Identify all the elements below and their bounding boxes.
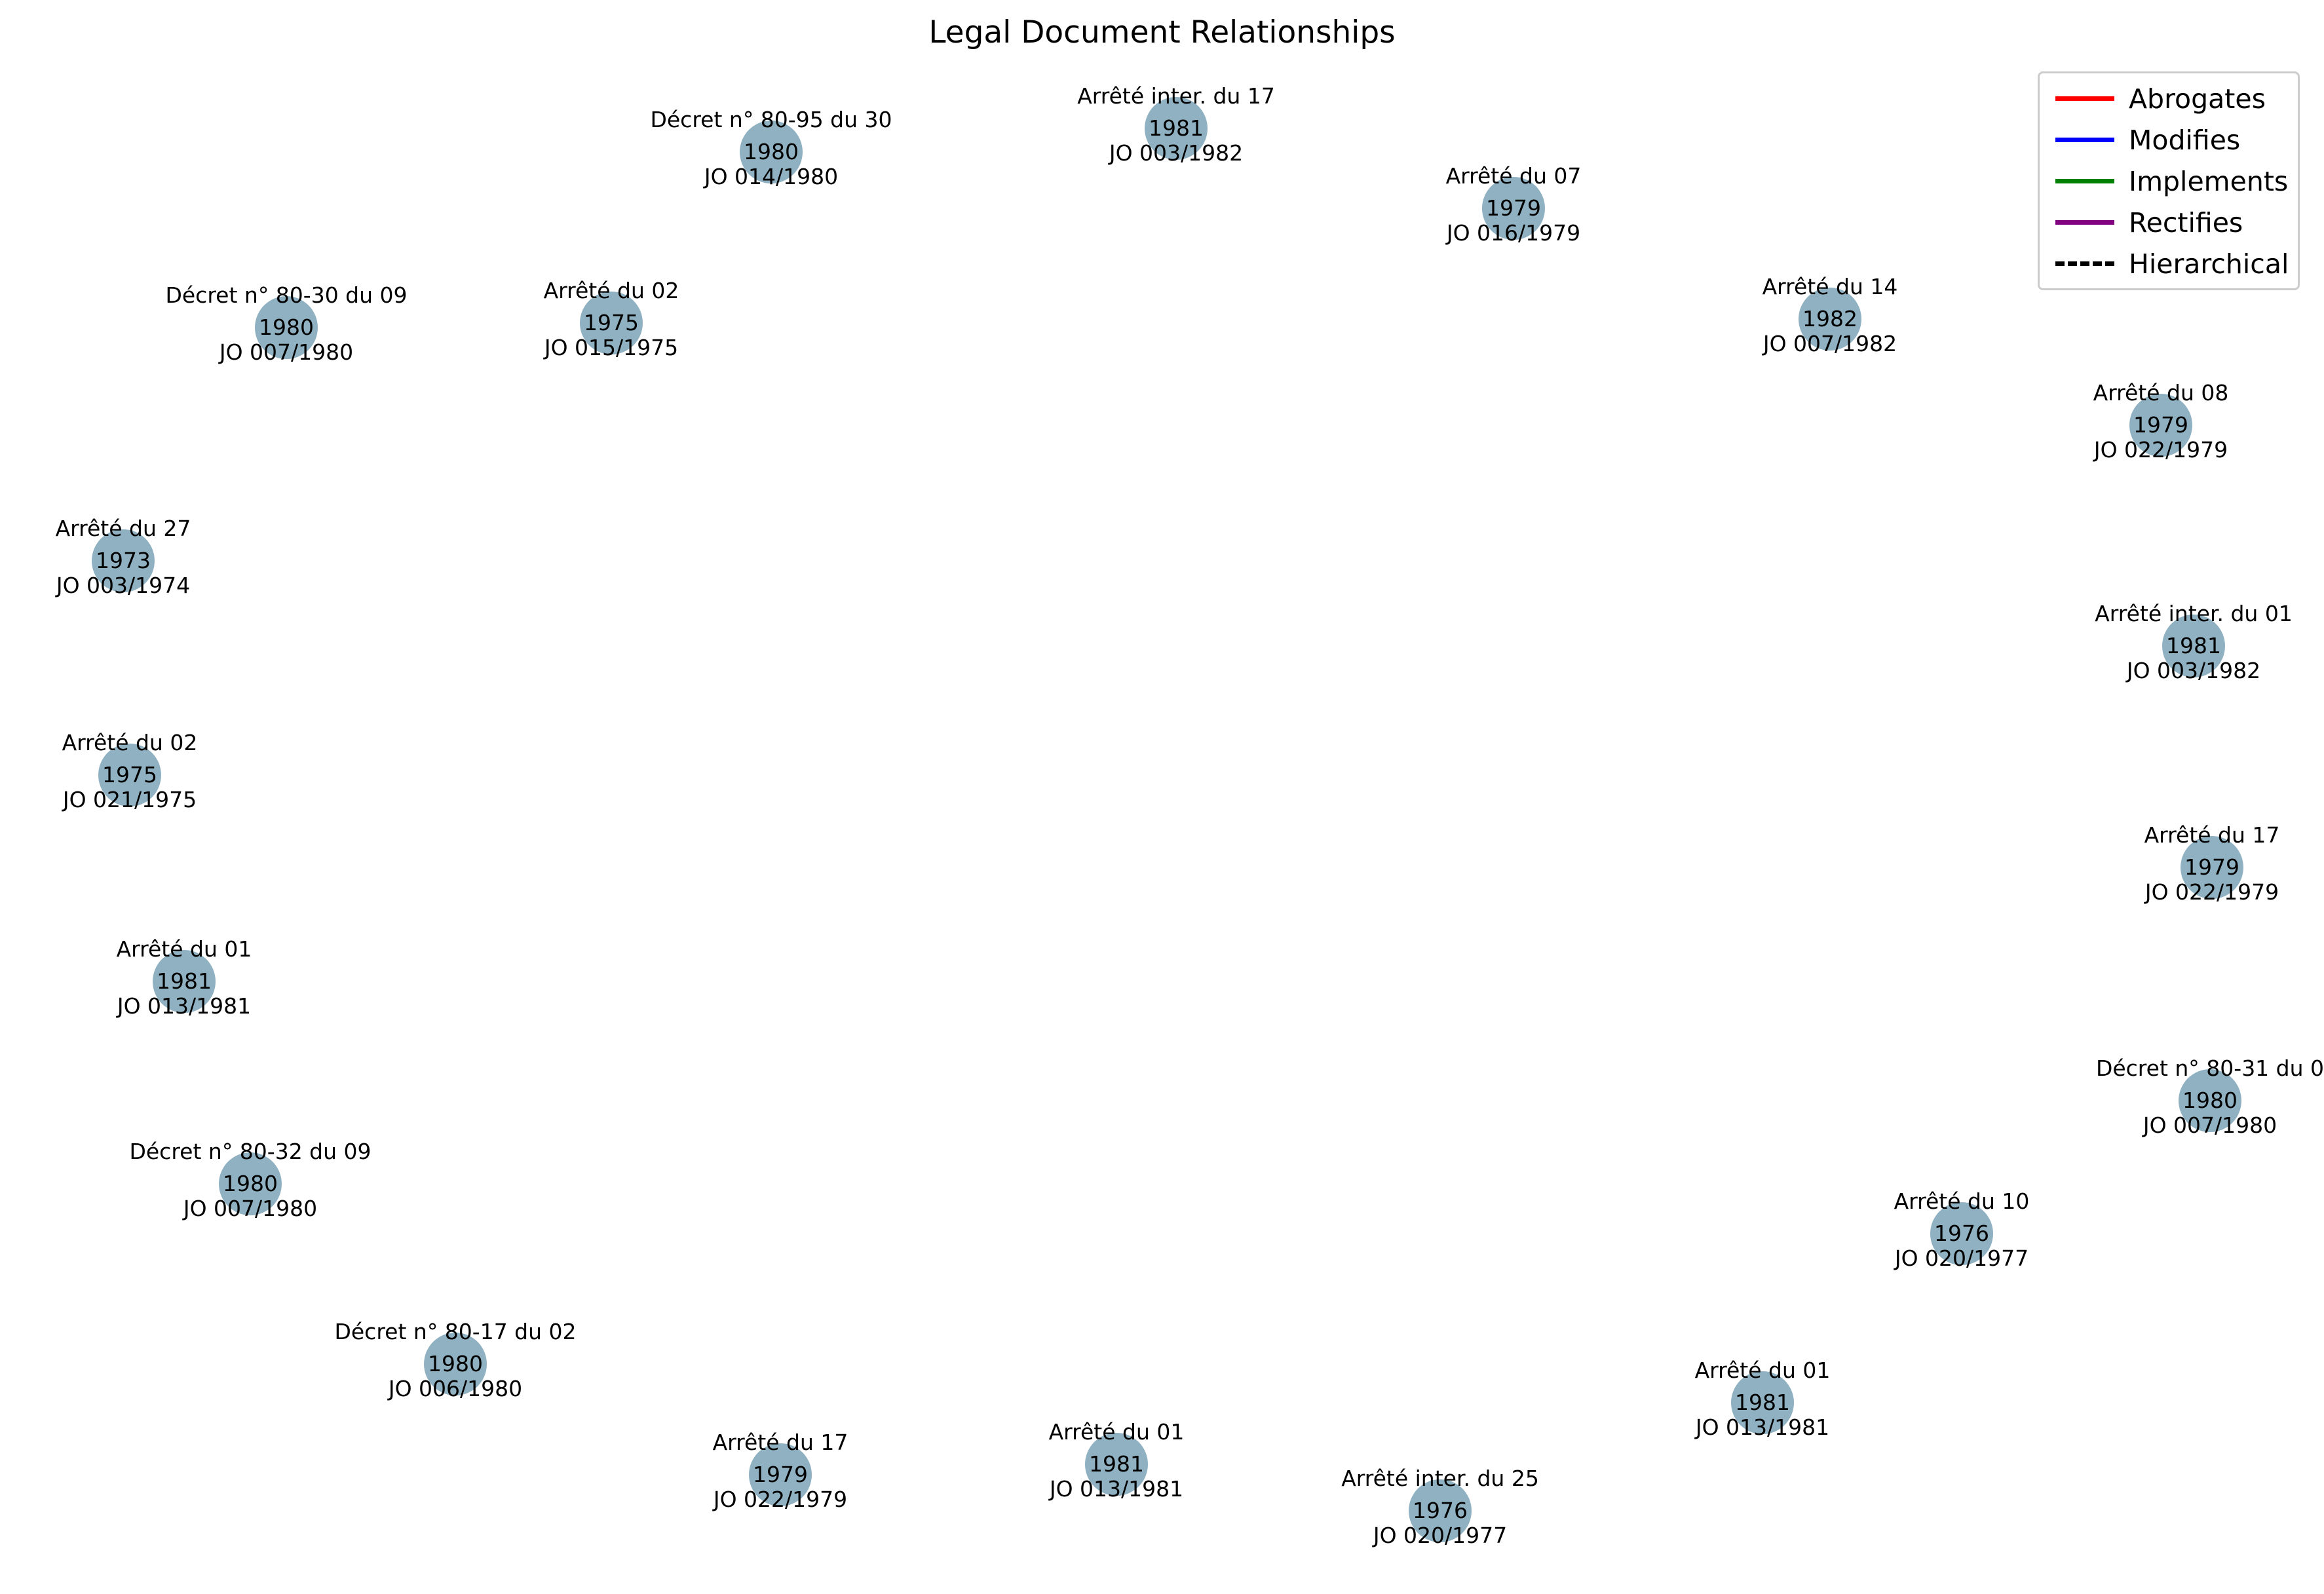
node-name-label: Arrêté inter. du 25 [1341,1466,1539,1491]
node-jo-label: JO 020/1977 [1373,1523,1508,1548]
diagram-title: Legal Document Relationships [928,14,1396,50]
node-year-label: 1976 [1934,1221,1989,1246]
node-jo-label: JO 006/1980 [388,1376,523,1401]
legend-item-hierarchical: Hierarchical [2040,248,2298,280]
legend-label: Modifies [2129,124,2241,156]
node-year-label: 1981 [1089,1451,1144,1477]
node-jo-label: JO 003/1982 [1109,140,1244,166]
legend: Abrogates Modifies Implements Rectifies … [2038,71,2300,290]
node-name-label: Décret n° 80-32 du 09 [129,1139,371,1164]
node-name-label: Arrêté du 27 [55,516,191,541]
legend-swatch-modifies [2055,138,2114,142]
node-year-label: 1980 [259,314,314,340]
node-circle [1409,1479,1472,1542]
node-name-label: Décret n° 80-30 du 09 [165,282,408,308]
node-name-label: Arrêté du 01 [1048,1419,1185,1445]
legend-swatch-abrogates [2055,96,2114,101]
node-year-label: 1980 [223,1171,278,1196]
node-year-label: 1981 [2166,633,2221,658]
node-year-label: 1975 [584,310,639,335]
node-circle [98,744,161,806]
node-jo-label: JO 007/1982 [1762,331,1897,356]
node-circle [1930,1202,1993,1265]
node-circle [92,529,155,592]
legend-label: Implements [2129,166,2289,197]
node-jo-label: JO 022/1979 [2144,879,2279,905]
node-year-label: 1979 [1486,195,1541,221]
node-year-label: 1980 [2182,1088,2238,1113]
legend-swatch-implements [2055,179,2114,183]
node-circle [219,1152,282,1215]
node-year-label: 1979 [2184,854,2239,880]
legend-item-implements: Implements [2040,165,2298,198]
node-jo-label: JO 007/1980 [2143,1112,2277,1138]
node-name-label: Arrêté du 14 [1762,274,1898,299]
node-jo-label: JO 022/1979 [713,1487,848,1512]
node-circle [1731,1371,1794,1434]
node-jo-label: JO 007/1980 [183,1196,318,1221]
node-circle [740,121,803,183]
node-circle [2181,836,2243,899]
legend-label: Abrogates [2129,83,2266,115]
legend-item-abrogates: Abrogates [2040,83,2298,115]
node-year-label: 1976 [1413,1498,1468,1523]
node-circle [1085,1433,1148,1496]
node-circle [1482,177,1545,240]
node-jo-label: JO 003/1982 [2126,658,2261,683]
node-name-label: Décret n° 80-31 du 0 [2095,1055,2324,1081]
node-jo-label: JO 014/1980 [704,164,839,189]
node-year-label: 1979 [2133,412,2188,438]
node-jo-label: JO 021/1975 [62,787,197,812]
node-year-label: 1980 [744,139,799,164]
node-circle [580,292,643,354]
node-jo-label: JO 020/1977 [1894,1245,2029,1271]
legend-swatch-rectifies [2055,220,2114,225]
node-year-label: 1979 [753,1462,808,1487]
legend-label: Hierarchical [2129,248,2289,280]
node-name-label: Décret n° 80-95 du 30 [650,107,892,132]
node-circle [2179,1069,2241,1132]
node-circle [255,296,318,359]
node-circle [749,1443,812,1506]
node-name-label: Arrêté inter. du 17 [1077,83,1275,109]
node-circle [2129,394,2192,457]
node-name-label: Arrêté du 02 [543,278,679,303]
node-name-label: Arrêté du 01 [116,936,252,962]
node-circle [1145,97,1208,160]
node-jo-label: JO 007/1980 [219,339,354,365]
node-year-label: 1973 [96,548,151,573]
node-name-label: Arrêté du 07 [1445,163,1582,189]
node-jo-label: JO 016/1979 [1446,220,1581,246]
legend-item-rectifies: Rectifies [2040,206,2298,239]
node-name-label: Arrêté du 17 [2144,822,2280,848]
node-jo-label: JO 013/1981 [1695,1414,1830,1440]
node-name-label: Arrêté du 08 [2093,380,2229,406]
legend-label: Rectifies [2129,207,2243,238]
node-year-label: 1981 [1735,1390,1790,1415]
node-name-label: Décret n° 80-17 du 02 [334,1319,577,1344]
legend-swatch-hierarchical [2055,261,2114,266]
node-year-label: 1981 [1149,115,1204,141]
node-jo-label: JO 022/1979 [2093,437,2228,463]
node-name-label: Arrêté du 02 [62,730,198,755]
node-year-label: 1980 [428,1351,483,1376]
node-name-label: Arrêté inter. du 01 [2095,601,2293,626]
node-jo-label: JO 013/1981 [117,993,252,1019]
node-jo-label: JO 003/1974 [56,573,191,598]
legend-item-modifies: Modifies [2040,124,2298,157]
node-circle [1799,288,1861,351]
node-name-label: Arrêté du 01 [1694,1357,1831,1383]
node-year-label: 1981 [157,968,212,994]
node-name-label: Arrêté du 10 [1894,1188,2030,1214]
node-circle [153,950,216,1013]
node-year-label: 1982 [1802,306,1857,332]
node-name-label: Arrêté du 17 [712,1430,848,1455]
node-jo-label: JO 015/1975 [544,335,679,360]
node-circle [424,1333,487,1395]
node-circle [2162,615,2225,677]
node-year-label: 1975 [102,762,157,788]
node-jo-label: JO 013/1981 [1049,1476,1184,1502]
